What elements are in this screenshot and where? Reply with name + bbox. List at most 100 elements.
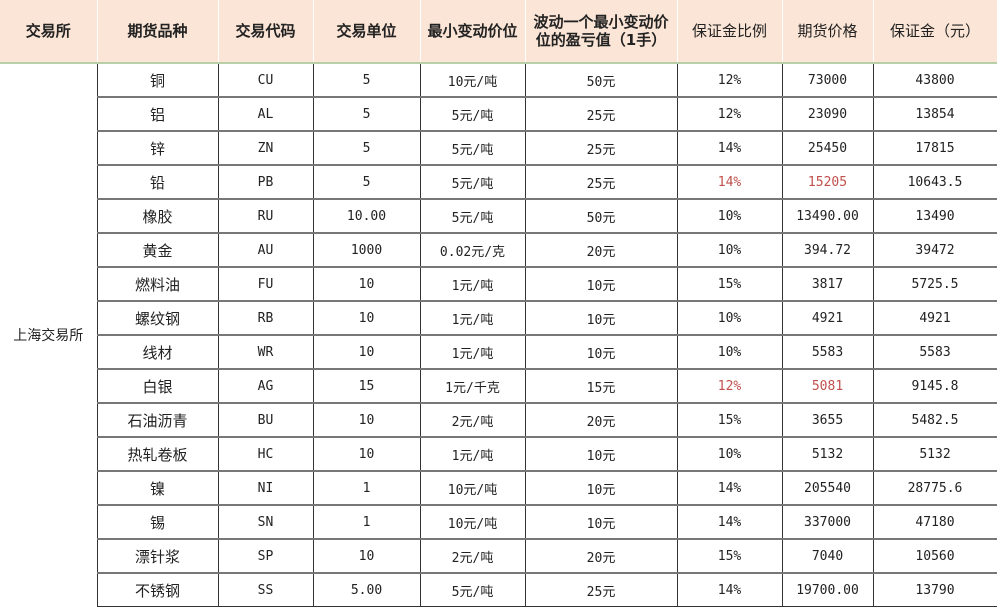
table-row: 线材 WR 10 1元/吨 10元 10% 5583 5583 — [0, 334, 997, 370]
cell-code: SS — [217, 572, 314, 607]
cell-unit: 10.00 — [312, 198, 421, 234]
cell-margin: 28775.6 — [872, 470, 997, 506]
cell-min-tick: 1元/吨 — [419, 334, 526, 370]
header-variety: 期货品种 — [97, 0, 219, 64]
cell-variety: 铜 — [96, 62, 219, 98]
table-row: 铝 AL 5 5元/吨 25元 12% 23090 13854 — [0, 96, 997, 132]
cell-min-tick: 5元/吨 — [419, 198, 526, 234]
header-code: 交易代码 — [218, 0, 314, 64]
header-tick-value: 波动一个最小变动价位的盈亏值（1手） — [525, 0, 678, 64]
cell-unit: 5 — [312, 164, 421, 200]
cell-code: ZN — [217, 130, 314, 166]
cell-min-tick: 5元/吨 — [419, 96, 526, 132]
cell-min-tick: 10元/吨 — [419, 504, 526, 540]
cell-margin: 13790 — [872, 572, 997, 607]
cell-price: 5132 — [781, 436, 874, 472]
exchange-cell: 上海交易所 — [0, 63, 98, 607]
table-row: 黄金 AU 1000 0.02元/克 20元 10% 394.72 39472 — [0, 232, 997, 268]
cell-margin: 5725.5 — [872, 266, 997, 302]
cell-price: 13490.00 — [781, 198, 874, 234]
cell-margin: 39472 — [872, 232, 997, 268]
cell-code: SN — [217, 504, 314, 540]
cell-tick-value: 10元 — [524, 504, 678, 540]
cell-min-tick: 1元/吨 — [419, 266, 526, 302]
cell-price: 205540 — [781, 470, 874, 506]
cell-unit: 15 — [312, 368, 421, 404]
cell-margin-ratio: 14% — [676, 164, 783, 200]
cell-unit: 5 — [312, 96, 421, 132]
table-row: 锌 ZN 5 5元/吨 25元 14% 25450 17815 — [0, 130, 997, 166]
header-price: 期货价格 — [782, 0, 874, 64]
header-min-tick: 最小变动价位 — [420, 0, 526, 64]
table-row: 热轧卷板 HC 10 1元/吨 10元 10% 5132 5132 — [0, 436, 997, 472]
cell-margin: 13490 — [872, 198, 997, 234]
cell-unit: 5 — [312, 130, 421, 166]
cell-margin: 4921 — [872, 300, 997, 336]
header-exchange: 交易所 — [0, 0, 98, 64]
cell-unit: 1 — [312, 470, 421, 506]
cell-code: SP — [217, 538, 314, 574]
cell-margin: 43800 — [872, 62, 997, 98]
cell-margin-ratio: 14% — [676, 572, 783, 607]
cell-price: 3655 — [781, 402, 874, 438]
cell-price: 5081 — [781, 368, 874, 404]
cell-variety: 白银 — [96, 368, 219, 404]
cell-tick-value: 15元 — [524, 368, 678, 404]
cell-variety: 锌 — [96, 130, 219, 166]
table-row: 镍 NI 1 10元/吨 10元 14% 205540 28775.6 — [0, 470, 997, 506]
cell-margin-ratio: 10% — [676, 300, 783, 336]
cell-margin-ratio: 12% — [676, 96, 783, 132]
cell-tick-value: 10元 — [524, 266, 678, 302]
cell-margin: 5132 — [872, 436, 997, 472]
cell-min-tick: 1元/吨 — [419, 436, 526, 472]
header-margin: 保证金（元） — [873, 0, 997, 64]
cell-unit: 10 — [312, 300, 421, 336]
cell-variety: 锡 — [96, 504, 219, 540]
cell-margin: 10560 — [872, 538, 997, 574]
cell-min-tick: 1元/千克 — [419, 368, 526, 404]
table-row: 上海交易所铜 CU 5 10元/吨 50元 12% 73000 43800 — [0, 62, 997, 607]
cell-price: 73000 — [781, 62, 874, 98]
cell-code: FU — [217, 266, 314, 302]
cell-price: 19700.00 — [781, 572, 874, 607]
header-unit: 交易单位 — [313, 0, 421, 64]
cell-unit: 10 — [312, 538, 421, 574]
cell-price: 23090 — [781, 96, 874, 132]
table-row: 燃料油 FU 10 1元/吨 10元 15% 3817 5725.5 — [0, 266, 997, 302]
cell-variety: 热轧卷板 — [96, 436, 219, 472]
cell-price: 25450 — [781, 130, 874, 166]
cell-code: BU — [217, 402, 314, 438]
header-row: 交易所 期货品种 交易代码 交易单位 最小变动价位 波动一个最小变动价位的盈亏值（1手）保… — [0, 0, 997, 64]
cell-code: NI — [217, 470, 314, 506]
header-margin-ratio: 保证金比例 — [677, 0, 783, 64]
cell-code: WR — [217, 334, 314, 370]
cell-unit: 1 — [312, 504, 421, 540]
cell-min-tick: 0.02元/克 — [419, 232, 526, 268]
cell-margin-ratio: 14% — [676, 504, 783, 540]
table-row: 漂针浆 SP 10 2元/吨 20元 15% 7040 10560 — [0, 538, 997, 574]
cell-code: RB — [217, 300, 314, 336]
cell-variety: 不锈钢 — [96, 572, 219, 607]
cell-margin-ratio: 10% — [676, 232, 783, 268]
cell-margin-ratio: 14% — [676, 470, 783, 506]
table-row: 不锈钢 SS 5.00 5元/吨 25元 14% 19700.00 13790 — [0, 572, 997, 607]
cell-variety: 黄金 — [96, 232, 219, 268]
cell-code: PB — [217, 164, 314, 200]
cell-margin: 10643.5 — [872, 164, 997, 200]
cell-min-tick: 2元/吨 — [419, 538, 526, 574]
cell-code: AU — [217, 232, 314, 268]
cell-unit: 10 — [312, 436, 421, 472]
cell-min-tick: 2元/吨 — [419, 402, 526, 438]
cell-margin: 5482.5 — [872, 402, 997, 438]
cell-price: 394.72 — [781, 232, 874, 268]
cell-tick-value: 50元 — [524, 198, 678, 234]
table-row: 铅 PB 5 5元/吨 25元 14% 15205 10643.5 — [0, 164, 997, 200]
cell-margin-ratio: 15% — [676, 538, 783, 574]
cell-price: 4921 — [781, 300, 874, 336]
cell-code: AL — [217, 96, 314, 132]
cell-margin: 47180 — [872, 504, 997, 540]
table-row: 石油沥青 BU 10 2元/吨 20元 15% 3655 5482.5 — [0, 402, 997, 438]
cell-code: AG — [217, 368, 314, 404]
cell-variety: 漂针浆 — [96, 538, 219, 574]
